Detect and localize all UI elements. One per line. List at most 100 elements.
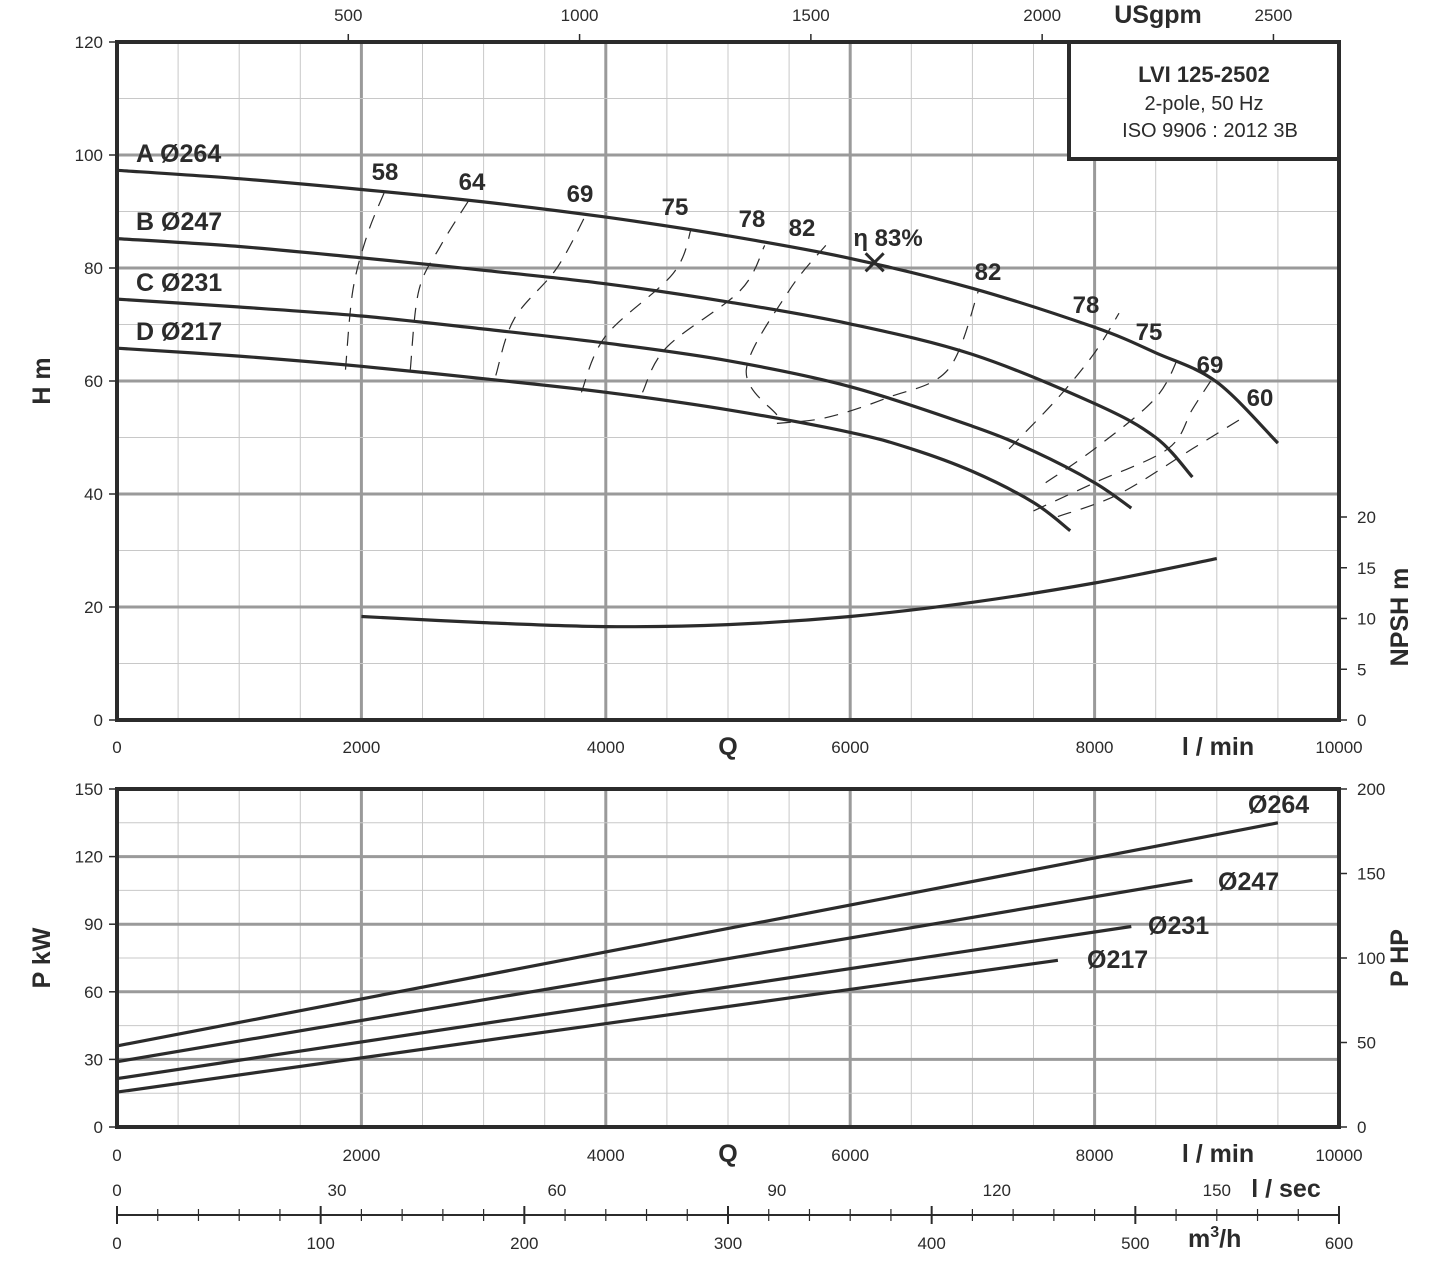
head-y-tick-label: 20 (84, 598, 103, 617)
head-y-tick-label: 60 (84, 372, 103, 391)
hp-tick-label: 50 (1357, 1034, 1376, 1053)
power-y-tick-label: 60 (84, 983, 103, 1002)
npsh-curve (361, 557, 1218, 629)
head-y-tick-label: 100 (75, 146, 103, 165)
power-x-tick-label: 4000 (587, 1146, 625, 1165)
power-x-tick-label: 10000 (1315, 1146, 1362, 1165)
m3h-tick-label: 600 (1325, 1234, 1353, 1253)
head-curve-2 (116, 237, 1194, 479)
efficiency-label: 60 (1247, 385, 1274, 412)
head-curve-1 (116, 168, 1280, 445)
power-x-tick-label: 8000 (1076, 1146, 1114, 1165)
best-efficiency-label: η 83% (853, 225, 922, 252)
hp-tick-label: 0 (1357, 1118, 1366, 1137)
efficiency-label: 75 (662, 194, 689, 221)
power-x-tick-label: 6000 (831, 1146, 869, 1165)
grid-lines (117, 42, 1339, 1127)
power-q-label: Q (718, 1140, 737, 1168)
npsh-tick-label: 10 (1357, 610, 1376, 629)
usgpm-tick-label: 2500 (1255, 6, 1293, 25)
curves (116, 168, 1280, 1094)
head-curve-label: D Ø217 (136, 318, 222, 346)
info-box-frame (1067, 40, 1341, 161)
efficiency-isoline-75 (1045, 352, 1181, 484)
power-y-axis-label: P kW (28, 927, 56, 988)
model-name: LVI 125-2502 (1138, 62, 1270, 87)
lsec-tick-label: 0 (112, 1181, 121, 1200)
head-x-tick-label: 2000 (342, 738, 380, 757)
lsec-tick-label: 90 (767, 1181, 786, 1200)
efficiency-isoline-64 (409, 199, 470, 370)
head-curve-3 (116, 297, 1133, 510)
power-curve-4 (116, 958, 1059, 1094)
m3h-tick-label: 400 (917, 1234, 945, 1253)
efficiency-label: 58 (372, 159, 399, 186)
hp-tick-label: 100 (1357, 949, 1385, 968)
npsh-axis-label: NPSH m (1386, 568, 1414, 667)
power-curve-2 (116, 878, 1193, 1064)
efficiency-label: 64 (459, 169, 486, 196)
efficiency-isoline-82 (776, 290, 980, 424)
head-y-tick-label: 0 (94, 711, 103, 730)
head-y-axis-label: H m (28, 357, 56, 404)
efficiency-label: 78 (1073, 292, 1100, 319)
head-y-tick-label: 40 (84, 485, 103, 504)
power-unit-label: l / min (1182, 1140, 1254, 1168)
npsh-tick-label: 15 (1357, 559, 1376, 578)
usgpm-tick-label: 1500 (792, 6, 830, 25)
efficiency-isoline-69 (495, 211, 589, 376)
power-curve-label: Ø264 (1248, 791, 1309, 819)
head-y-tick-label: 120 (75, 33, 103, 52)
head-x-tick-label: 0 (112, 738, 121, 757)
head-x-tick-label: 10000 (1315, 738, 1362, 757)
efficiency-label: 78 (739, 206, 766, 233)
head-curve-label: B Ø247 (136, 208, 222, 236)
power-curve-3 (116, 924, 1132, 1081)
efficiency-label: 75 (1136, 319, 1163, 346)
power-y-tick-label: 90 (84, 915, 103, 934)
iso-standard: ISO 9906 : 2012 3B (1122, 120, 1298, 142)
efficiency-isoline-82 (745, 245, 827, 416)
lsec-axis-label: l / sec (1251, 1175, 1321, 1203)
head-q-label: Q (718, 733, 737, 761)
head-x-tick-label: 4000 (587, 738, 625, 757)
head-x-tick-label: 6000 (831, 738, 869, 757)
m3h-tick-label: 0 (112, 1234, 121, 1253)
npsh-tick-label: 0 (1357, 711, 1366, 730)
head-curve-label: A Ø264 (136, 140, 221, 168)
head-unit-label: l / min (1182, 733, 1254, 761)
info-box: LVI 125-2502 2-pole, 50 Hz ISO 9906 : 20… (1067, 40, 1341, 161)
usgpm-axis-label: USgpm (1114, 1, 1202, 29)
efficiency-label: 82 (975, 259, 1002, 286)
efficiency-label: 82 (789, 215, 816, 242)
power-x-tick-label: 2000 (342, 1146, 380, 1165)
efficiency-isoline-58 (344, 188, 387, 370)
lsec-tick-label: 150 (1203, 1181, 1231, 1200)
power-x-tick-label: 0 (112, 1146, 121, 1165)
m3h-axis-label: m3/h (1188, 1224, 1241, 1253)
usgpm-tick-label: 500 (334, 6, 362, 25)
power-y-tick-label: 150 (75, 780, 103, 799)
m3h-tick-label: 500 (1121, 1234, 1149, 1253)
usgpm-tick-label: 1000 (561, 6, 599, 25)
lsec-tick-label: 30 (327, 1181, 346, 1200)
efficiency-isoline-75 (580, 228, 692, 393)
power-y-tick-label: 0 (94, 1118, 103, 1137)
m3h-tick-label: 200 (510, 1234, 538, 1253)
power-y-tick-label: 30 (84, 1050, 103, 1069)
power-curve-label: Ø247 (1218, 868, 1279, 896)
m3h-tick-label: 100 (306, 1234, 334, 1253)
pole-frequency: 2-pole, 50 Hz (1145, 93, 1264, 115)
power-curve-label: Ø217 (1087, 946, 1148, 974)
hp-axis-label: P HP (1386, 929, 1414, 987)
best-efficiency-point-marker (864, 252, 885, 273)
usgpm-tick-label: 2000 (1023, 6, 1061, 25)
hp-tick-label: 150 (1357, 865, 1385, 884)
efficiency-isoline-78 (641, 245, 766, 393)
npsh-tick-label: 20 (1357, 508, 1376, 527)
hp-tick-label: 200 (1357, 780, 1385, 799)
lsec-tick-label: 120 (983, 1181, 1011, 1200)
